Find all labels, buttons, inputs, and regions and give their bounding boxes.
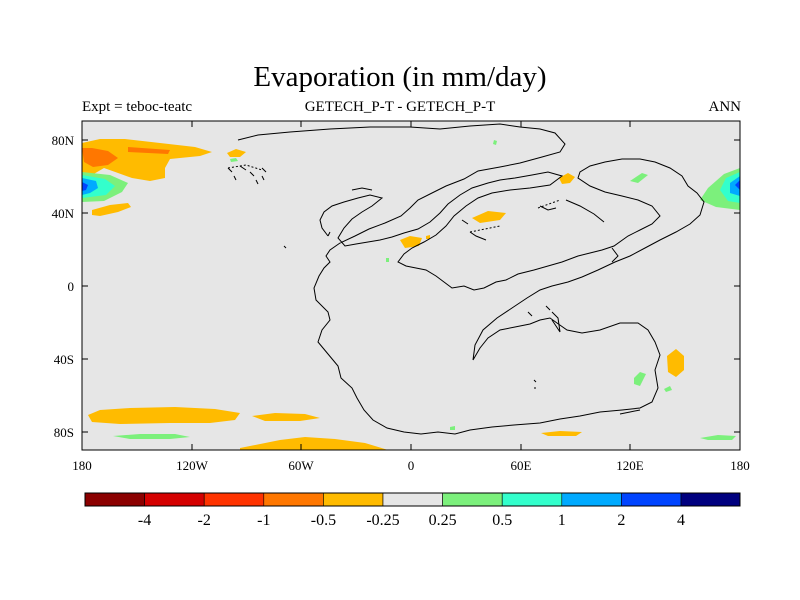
lat-label: 0 <box>68 279 75 294</box>
colorbar-label: -0.25 <box>366 512 399 529</box>
lon-label: 120W <box>176 458 209 473</box>
colorbar-label: -4 <box>138 512 151 529</box>
coastline-dashed <box>227 164 561 389</box>
coastline-laurasia <box>237 123 705 435</box>
colorbar-label: 0.25 <box>429 512 457 529</box>
colorbar-box-10 <box>680 492 741 507</box>
coastline-north-cape <box>327 187 619 263</box>
anomaly-negative-40n-west <box>92 203 131 216</box>
colorbar-box-3 <box>263 492 324 507</box>
colorbar-box-2 <box>203 492 265 507</box>
anomaly-positive-south-east <box>700 435 736 440</box>
anomaly-small-d <box>559 173 575 184</box>
colorbar-label: -0.5 <box>311 512 336 529</box>
anomaly-positive-se-small <box>664 386 672 392</box>
anomaly-negative-nw-stripe <box>128 147 170 154</box>
lon-label: 120E <box>616 458 644 473</box>
anomaly-small-i <box>386 258 389 262</box>
anomaly-fields <box>82 139 740 450</box>
colorbar-label: 2 <box>617 512 625 529</box>
anomaly-negative-south-stripe <box>252 413 320 421</box>
colorbar-box-1 <box>144 492 205 507</box>
lat-label: 40N <box>52 206 75 221</box>
colorbar-label: 4 <box>677 512 685 529</box>
colorbar-label: -1 <box>257 512 270 529</box>
longitude-labels: 180 120W 60W 0 60E 120E 180 <box>72 458 750 473</box>
lat-label: 40S <box>54 352 74 367</box>
anomaly-positive-se <box>634 372 646 386</box>
anomaly-positive-nw-blue <box>82 178 98 195</box>
colorbar-labels: -4 -2 -1 -0.5 -0.25 0.25 0.5 1 2 4 <box>138 512 685 529</box>
anomaly-positive-south-west <box>113 434 190 439</box>
lon-label: 60E <box>511 458 532 473</box>
plot-title: Evaporation (in mm/day) <box>253 61 547 93</box>
anomaly-positive-south-mid <box>450 426 455 430</box>
anomaly-negative-south-indian <box>541 431 582 436</box>
anomaly-small-c <box>493 140 497 145</box>
colorbar-box-8 <box>561 492 622 507</box>
axis-ticks <box>81 121 741 450</box>
colorbar-label: -2 <box>198 512 211 529</box>
colorbar-box-7 <box>501 492 563 507</box>
coastlines <box>227 123 705 435</box>
season-label: ANN <box>708 99 742 115</box>
experiment-label: Expt = teboc-teatc <box>82 99 193 115</box>
anomaly-small-e <box>630 173 648 183</box>
anomaly-negative-south-pacific <box>88 407 240 424</box>
map-background <box>82 121 740 450</box>
lon-label: 180 <box>72 458 92 473</box>
latitude-labels: 80N 40N 0 40S 80S <box>52 133 75 440</box>
anomaly-negative-nw <box>82 139 212 181</box>
colorbar-box-0 <box>84 492 145 507</box>
anomaly-small-b <box>230 158 238 162</box>
colorbar-frame <box>84 492 741 507</box>
anomaly-small-g <box>400 236 422 248</box>
lon-label: 180 <box>730 458 750 473</box>
colorbar-box-5 <box>382 492 443 507</box>
anomaly-small-f <box>472 211 506 223</box>
colorbar-box-9 <box>621 492 682 507</box>
colorbar-box-4 <box>323 492 384 507</box>
dataset-label: GETECH_P-T - GETECH_P-T <box>304 99 496 115</box>
lon-label: 60W <box>288 458 314 473</box>
anomaly-positive-nw-core <box>82 182 88 191</box>
anomaly-negative-south-atlantic <box>240 437 388 450</box>
anomaly-negative-se <box>667 349 684 377</box>
coastline-arctic-islands <box>227 165 267 185</box>
anomaly-small-a <box>227 149 246 157</box>
anomaly-small-h <box>426 235 430 239</box>
lon-label: 0 <box>408 458 415 473</box>
coastline-tethys-islands <box>283 245 641 415</box>
colorbar-box-6 <box>442 492 503 507</box>
lat-label: 80S <box>54 425 74 440</box>
colorbar-label: 1 <box>558 512 566 529</box>
colorbar-label: 0.5 <box>492 512 512 529</box>
colorbar <box>84 492 741 507</box>
anomaly-strong-negative-nw <box>82 148 118 167</box>
lat-label: 80N <box>52 133 75 148</box>
anomaly-positive-ne-blue <box>730 176 740 196</box>
anomaly-positive-ne-core <box>735 180 740 190</box>
